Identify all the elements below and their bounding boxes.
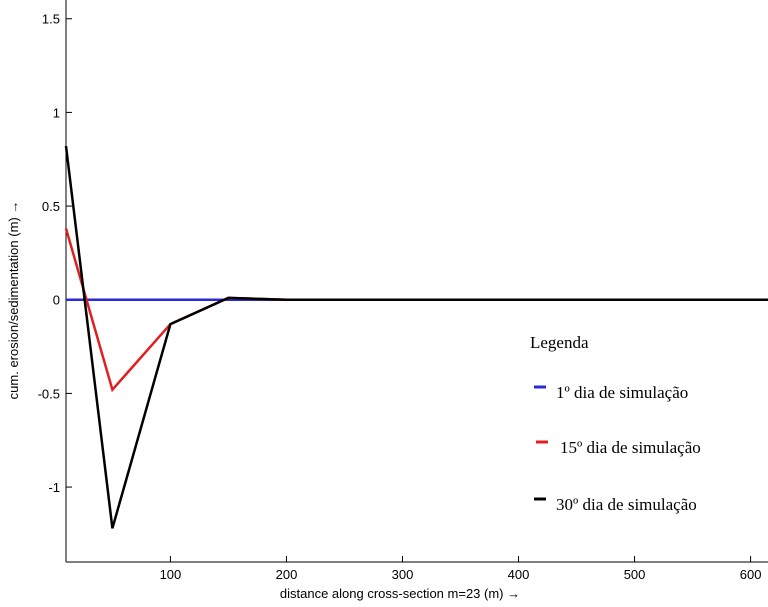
x-tick-label: 400 — [508, 567, 530, 582]
x-tick-label: 100 — [160, 567, 182, 582]
legend-title: Legenda — [530, 333, 589, 352]
legend-label-2: 15º dia de simulação — [560, 438, 701, 457]
x-tick-label: 300 — [392, 567, 414, 582]
y-tick-label: 0.5 — [42, 199, 60, 214]
series-line-3 — [64, 145, 768, 529]
series-layer — [64, 145, 768, 529]
y-axis-label: cum. erosion/sedimentation (m) → — [6, 201, 21, 400]
y-tick-label: -1 — [48, 480, 60, 495]
y-tick-label: 0 — [53, 293, 60, 308]
x-tick-label: 500 — [624, 567, 646, 582]
legend-label-3: 30º dia de simulação — [556, 495, 697, 514]
legend-label-1: 1º dia de simulação — [556, 383, 688, 402]
x-tick-label: 600 — [740, 567, 762, 582]
y-tick-label: -0.5 — [38, 386, 60, 401]
axis-ticks: 100 200 300 400 500 600 1.5 1 0.5 0 -0.5 -1 — [38, 12, 762, 582]
y-tick-label: 1.5 — [42, 12, 60, 27]
plot-area — [66, 0, 768, 562]
y-tick-label: 1 — [53, 105, 60, 120]
legend: Legenda 1º dia de simulação 15º dia de s… — [530, 333, 701, 514]
x-axis-label: distance along cross-section m=23 (m) → — [280, 586, 520, 601]
x-tick-label: 200 — [276, 567, 298, 582]
